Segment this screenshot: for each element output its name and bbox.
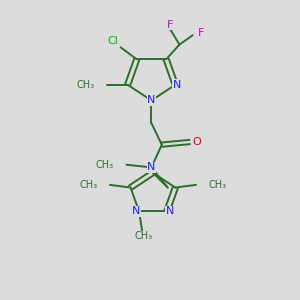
Text: N: N — [132, 206, 140, 217]
Text: O: O — [193, 137, 202, 147]
Text: CH₃: CH₃ — [80, 180, 98, 190]
Text: N: N — [172, 80, 181, 90]
Text: Cl: Cl — [107, 36, 118, 46]
Text: N: N — [166, 206, 174, 217]
Text: CH₃: CH₃ — [96, 160, 114, 170]
Text: F: F — [167, 20, 173, 29]
Text: CH₃: CH₃ — [134, 231, 153, 241]
Text: F: F — [198, 28, 204, 38]
Text: CH₃: CH₃ — [76, 80, 95, 90]
Text: N: N — [147, 162, 156, 172]
Text: N: N — [147, 95, 156, 106]
Text: CH₃: CH₃ — [208, 180, 226, 190]
